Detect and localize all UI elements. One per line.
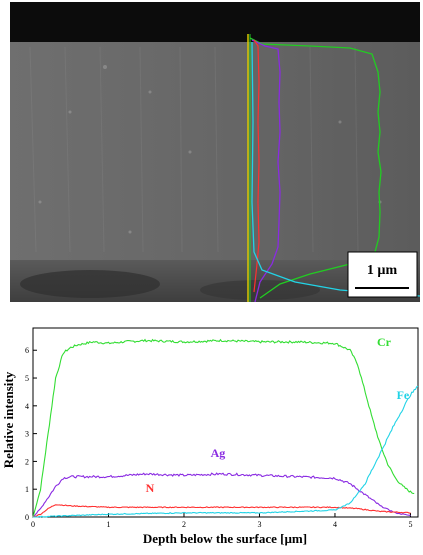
- x-tick-label-1: 1: [106, 520, 110, 529]
- y-tick-label-2: 2: [25, 457, 29, 466]
- top-dark-band: [10, 2, 420, 42]
- depth-profile-chart: 0 1 2 3 4 5 0 1 2 3 4 5 6 Cr Ag N Fe Relative intensity …: [0, 316, 423, 550]
- overlay-n-line: [253, 39, 260, 293]
- x-tick-label-3: 3: [257, 520, 261, 529]
- y-tick-label-5: 5: [25, 374, 29, 383]
- series-line-n: [32, 504, 411, 518]
- chart-ylabel: Relative intensity: [1, 371, 16, 468]
- series-label-cr: Cr: [377, 335, 392, 349]
- x-tick-label-2: 2: [182, 520, 186, 529]
- series-label-n: N: [146, 481, 155, 495]
- series-label-ag: Ag: [211, 446, 226, 460]
- chart-xlabel: Depth below the surface [µm]: [143, 531, 307, 546]
- series-line-cr: [32, 338, 415, 518]
- x-tick-label-5: 5: [408, 520, 412, 529]
- micrograph-image: 1 µm: [10, 2, 420, 302]
- x-tick-label-0: 0: [31, 520, 35, 529]
- y-tick-label-6: 6: [25, 346, 29, 355]
- overlay-ag-line: [251, 39, 281, 302]
- series-line-fe: [33, 385, 419, 518]
- scale-bar-label: 1 µm: [367, 263, 398, 278]
- sem-micrograph: 1 µm: [10, 2, 420, 302]
- coating-layer: [10, 42, 420, 260]
- y-tick-label-1: 1: [25, 485, 29, 494]
- y-tick-label-0: 0: [25, 513, 29, 522]
- series-label-fe: Fe: [397, 388, 410, 402]
- scale-bar-box: [347, 251, 418, 298]
- x-tick-label-4: 4: [333, 520, 337, 529]
- y-tick-label-4: 4: [25, 402, 29, 411]
- y-tick-label-3: 3: [25, 430, 29, 439]
- plot-frame: [32, 327, 419, 518]
- series-line-ag: [32, 472, 411, 518]
